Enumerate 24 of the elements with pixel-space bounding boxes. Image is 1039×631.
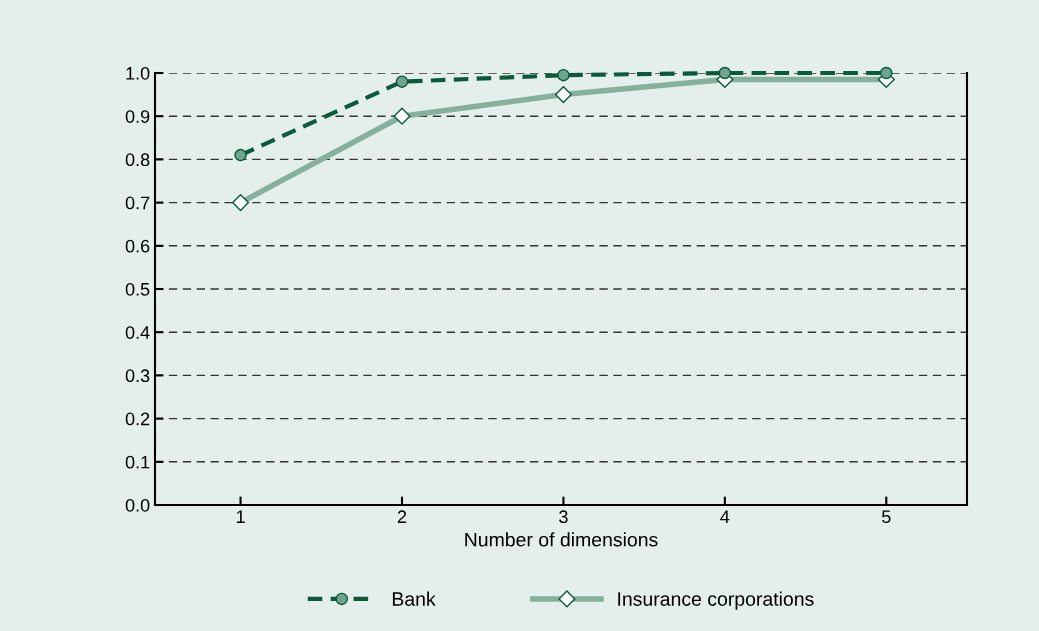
x-tick-label: 4 (720, 510, 730, 523)
x-tick-label: 5 (881, 510, 891, 524)
x-tick-label: 1 (236, 510, 245, 523)
y-tick-label: 1.0 (126, 66, 150, 80)
y-tick-label: 0.5 (125, 282, 150, 296)
y-tick-label: 0.9 (125, 110, 150, 123)
legend-label: Insurance corporations (618, 591, 814, 610)
y-tick-label: 0.1 (125, 455, 150, 469)
x-axis-title: Number of dimensions (465, 532, 658, 547)
point (557, 68, 570, 82)
y-tick-label: 0.8 (125, 153, 150, 167)
x-tick-label: 2 (397, 510, 407, 523)
y-tick-label: 0.4 (125, 326, 150, 339)
x-tick-label: 3 (559, 510, 568, 524)
point (395, 75, 409, 88)
point (718, 66, 732, 80)
point (234, 148, 247, 162)
y-tick-label: 0.3 (125, 369, 150, 383)
y-tick-label: 0.6 (125, 239, 150, 253)
point (880, 66, 893, 80)
y-tick-label: 0.0 (125, 498, 150, 512)
legend-label: Bank (392, 591, 436, 606)
y-tick-label: 0.7 (125, 196, 150, 210)
y-tick-label: 0.2 (125, 412, 150, 426)
